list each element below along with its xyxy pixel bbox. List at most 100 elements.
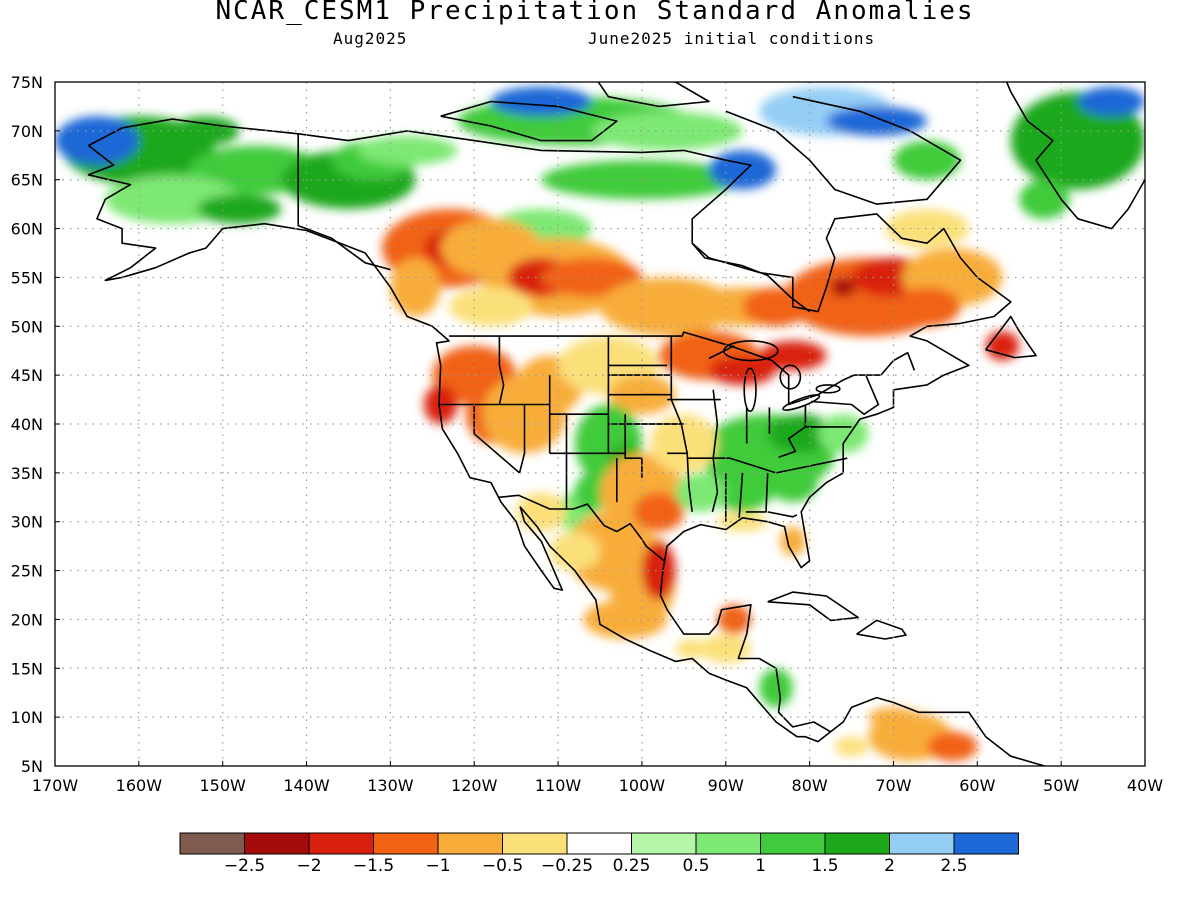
lon-tick-label: 60W xyxy=(959,776,995,795)
coastline xyxy=(688,457,848,474)
legend-swatch xyxy=(437,832,503,855)
great-lake xyxy=(815,384,841,394)
lat-tick-label: 5N xyxy=(21,757,43,776)
anomaly-cell xyxy=(650,414,718,473)
coastline xyxy=(708,345,735,360)
coastline xyxy=(624,414,643,478)
great-lake xyxy=(779,364,802,390)
anomaly-cell xyxy=(390,257,441,317)
lat-tick-label: 65N xyxy=(11,171,43,190)
lat-tick-label: 30N xyxy=(11,513,43,532)
anomaly-cell xyxy=(767,414,835,454)
coastline xyxy=(518,404,526,474)
coastline xyxy=(691,242,811,313)
lon-tick-label: 70W xyxy=(875,776,911,795)
lat-tick-label: 60N xyxy=(11,220,43,239)
legend-label: 2.5 xyxy=(940,856,968,876)
anomaly-cell xyxy=(893,140,961,180)
lon-tick-label: 50W xyxy=(1043,776,1079,795)
coastline xyxy=(745,472,769,513)
legend-label: −1.5 xyxy=(352,856,395,876)
color-legend xyxy=(179,832,1019,855)
anomaly-cell xyxy=(541,257,642,297)
legend-swatch xyxy=(631,832,697,855)
legend-swatch xyxy=(179,832,245,855)
anomaly-cell xyxy=(591,111,743,151)
coastline xyxy=(597,82,710,108)
coastline xyxy=(767,591,859,622)
coastline xyxy=(811,374,880,415)
anomaly-cell xyxy=(197,194,282,224)
great-lake xyxy=(782,394,821,411)
anomaly-cell xyxy=(356,135,458,166)
coastline xyxy=(440,100,618,142)
coastline xyxy=(87,144,832,743)
legend-swatch xyxy=(824,832,890,855)
coastline xyxy=(738,472,744,518)
legend-swatch xyxy=(244,832,310,855)
axis-ticks: 75N 70N 65N 60N 55N 50N 45N 40N 35N 30N 25N 20N 15N 1… xyxy=(11,73,1164,795)
legend-label: 1 xyxy=(755,856,766,876)
coastline xyxy=(711,389,719,513)
anomaly-cell xyxy=(675,638,709,659)
lon-tick-label: 150W xyxy=(200,776,247,795)
lat-tick-label: 20N xyxy=(11,610,43,629)
legend-label: 0.25 xyxy=(612,856,651,876)
coastline xyxy=(856,619,907,640)
lat-tick-label: 75N xyxy=(11,73,43,92)
lon-tick-label: 140W xyxy=(283,776,330,795)
coastline xyxy=(670,336,693,513)
legend-swatch xyxy=(502,832,568,855)
lat-tick-label: 55N xyxy=(11,268,43,287)
anomaly-cell xyxy=(449,287,533,327)
anomaly-field xyxy=(55,86,1145,762)
legend-label: −2 xyxy=(296,856,322,876)
legend-swatch xyxy=(308,832,374,855)
lon-tick-label: 120W xyxy=(451,776,498,795)
coastline xyxy=(473,404,521,474)
lat-tick-label: 10N xyxy=(11,708,43,727)
anomaly-cell xyxy=(927,731,978,762)
anomaly-cell xyxy=(868,707,919,727)
anomaly-cell xyxy=(834,736,869,757)
legend-swatch xyxy=(889,832,955,855)
legend-label: 2 xyxy=(884,856,895,876)
coastline xyxy=(1005,82,1145,230)
anomaly-cell xyxy=(830,277,856,298)
lon-tick-label: 110W xyxy=(535,776,582,795)
anomaly-cell xyxy=(675,472,726,512)
lat-tick-label: 50N xyxy=(11,317,43,336)
legend-label: −1 xyxy=(425,856,451,876)
anomaly-cell xyxy=(1078,86,1145,117)
coastline xyxy=(767,511,798,518)
lat-tick-label: 45N xyxy=(11,366,43,385)
legend-swatch xyxy=(695,832,761,855)
lat-tick-label: 40N xyxy=(11,415,43,434)
legend-label: −2.5 xyxy=(223,856,266,876)
lon-tick-label: 160W xyxy=(116,776,163,795)
lon-tick-label: 100W xyxy=(619,776,666,795)
coastline xyxy=(449,331,916,406)
legend-label: 1.5 xyxy=(811,856,839,876)
great-lake xyxy=(743,367,757,413)
anomaly-cell xyxy=(574,472,609,512)
legend-label: −0.25 xyxy=(540,856,594,876)
great-lake xyxy=(723,340,779,362)
legend-swatch xyxy=(953,832,1019,855)
lon-tick-label: 170W xyxy=(32,776,79,795)
legend-swatch xyxy=(566,832,632,855)
anomaly-cell xyxy=(759,668,793,708)
legend-swatch xyxy=(373,832,439,855)
lon-tick-label: 130W xyxy=(367,776,414,795)
anomaly-cell xyxy=(709,150,776,190)
anomaly-cell xyxy=(1019,179,1070,219)
lat-tick-label: 25N xyxy=(11,562,43,581)
anomaly-cell xyxy=(985,331,1020,361)
init-conditions: June2025 initial conditions xyxy=(588,29,876,48)
anomaly-cell xyxy=(893,287,961,327)
lat-tick-label: 35N xyxy=(11,464,43,483)
coastline xyxy=(498,336,505,405)
anomaly-cell xyxy=(641,541,676,600)
lon-tick-label: 90W xyxy=(708,776,744,795)
